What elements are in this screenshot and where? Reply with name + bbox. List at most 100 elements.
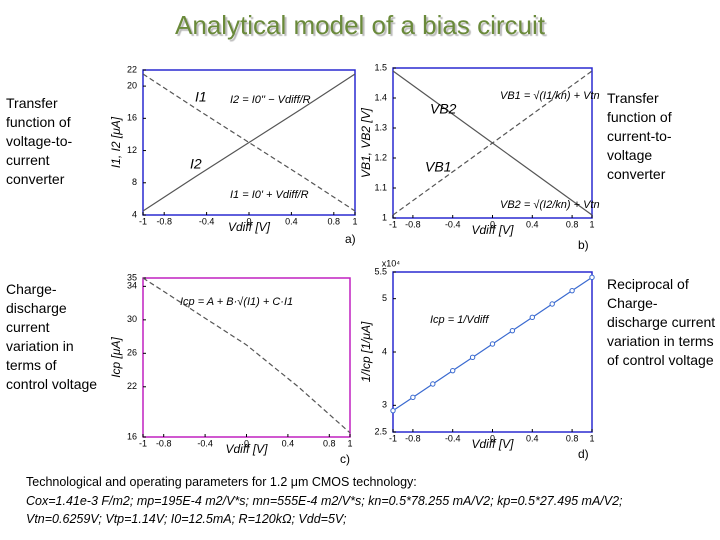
panel-label: a) bbox=[345, 232, 356, 246]
marker bbox=[469, 354, 476, 361]
side-note: Transfer function of current-to-voltage … bbox=[607, 90, 672, 182]
y-tick-label: 12 bbox=[127, 145, 137, 155]
marker bbox=[410, 394, 416, 401]
annotation: I2 = I0'' − Vdiff/R bbox=[230, 94, 311, 106]
side-note: Charge-discharge current variation in te… bbox=[6, 281, 98, 392]
y-axis-label: I1, I2 [μA] bbox=[109, 116, 123, 168]
x-tick-label: -0.4 bbox=[197, 438, 213, 448]
x-tick-label: -0.4 bbox=[445, 433, 461, 443]
y-tick-label: 4 bbox=[132, 209, 137, 219]
x-tick-label: 1 bbox=[347, 438, 352, 448]
marker bbox=[509, 327, 516, 334]
marker bbox=[549, 301, 555, 307]
series-line bbox=[142, 277, 351, 434]
y-tick-label: 16 bbox=[127, 431, 137, 441]
x-tick-label: 0.8 bbox=[566, 433, 579, 443]
panel-label: c) bbox=[340, 452, 350, 466]
marker bbox=[390, 407, 396, 414]
x-tick-label: -0.8 bbox=[156, 438, 172, 448]
x-tick-label: 0.8 bbox=[323, 438, 336, 448]
series-line bbox=[142, 73, 356, 212]
x-axis-label: Vdiff [V] bbox=[225, 442, 268, 456]
y-axis-label: Icp [μA] bbox=[109, 337, 123, 378]
y-tick-label: 16 bbox=[127, 113, 137, 123]
plot-frame bbox=[392, 271, 593, 433]
x-tick-label: 0.4 bbox=[526, 219, 539, 229]
y-tick-label: 20 bbox=[127, 80, 137, 90]
marker bbox=[450, 367, 456, 374]
x-tick-label: 0.4 bbox=[282, 438, 295, 448]
x-tick-label: 0.8 bbox=[566, 219, 579, 229]
side-note: Transfer function of voltage-to-current … bbox=[6, 95, 73, 187]
series-line bbox=[392, 70, 593, 216]
title: Analytical model of a bias circuit bbox=[175, 10, 545, 40]
footer-line: Technological and operating parameters f… bbox=[26, 475, 417, 489]
series-label: I1 bbox=[195, 89, 207, 105]
panel-label: d) bbox=[578, 447, 589, 461]
y-tick-label: 5.5 bbox=[374, 266, 387, 276]
x-tick-label: 1 bbox=[589, 433, 594, 443]
y-tick-label: 1.4 bbox=[374, 92, 387, 102]
y-tick-label: 1.5 bbox=[374, 62, 387, 72]
y-tick-label: 4 bbox=[382, 346, 387, 356]
y-tick-label: 1.2 bbox=[374, 152, 387, 162]
x-tick-label: 0.4 bbox=[285, 216, 298, 226]
x-tick-label: 1 bbox=[589, 219, 594, 229]
series-label: I2 bbox=[190, 156, 202, 172]
annotation: Icp = A + B·√(I1) + C·I1 bbox=[180, 296, 293, 308]
marker bbox=[489, 341, 496, 347]
footer-line: Vtn=0.6259V; Vtp=1.14V; I0=12.5mA; R=120… bbox=[26, 512, 347, 526]
y-multiplier: x10⁴ bbox=[382, 258, 401, 268]
x-tick-label: -1 bbox=[389, 433, 397, 443]
panel-label: b) bbox=[578, 238, 589, 252]
marker bbox=[529, 314, 535, 321]
annotation: Icp = 1/Vdiff bbox=[430, 314, 489, 326]
x-tick-label: 0 bbox=[490, 433, 495, 443]
y-tick-label: 5 bbox=[382, 293, 387, 303]
y-tick-label: 22 bbox=[127, 381, 137, 391]
x-tick-label: 0.8 bbox=[328, 216, 341, 226]
y-axis-label: 1/Icp [1/μA] bbox=[359, 321, 373, 382]
y-tick-label: 1.3 bbox=[374, 122, 387, 132]
y-tick-label: 1.1 bbox=[374, 182, 387, 192]
x-tick-label: -0.8 bbox=[156, 216, 172, 226]
annotation: I1 = I0' + Vdiff/R bbox=[230, 189, 309, 201]
x-axis-label: Vdiff [V] bbox=[471, 437, 514, 451]
x-tick-label: -0.4 bbox=[199, 216, 215, 226]
x-tick-label: -1 bbox=[389, 219, 397, 229]
x-tick-label: 0 bbox=[246, 216, 251, 226]
series-label: VB2 bbox=[430, 101, 457, 117]
marker bbox=[589, 274, 595, 281]
y-tick-label: 8 bbox=[132, 177, 137, 187]
y-tick-label: 2.5 bbox=[374, 426, 387, 436]
y-tick-label: 1 bbox=[382, 212, 387, 222]
x-tick-label: -0.8 bbox=[405, 219, 421, 229]
y-tick-label: 22 bbox=[127, 64, 137, 74]
x-tick-label: 0 bbox=[490, 219, 495, 229]
y-tick-label: 30 bbox=[127, 314, 137, 324]
x-tick-label: 0 bbox=[244, 438, 249, 448]
y-tick-label: 26 bbox=[127, 348, 137, 358]
x-tick-label: 1 bbox=[352, 216, 357, 226]
series-label: VB1 bbox=[425, 159, 451, 175]
series-line bbox=[142, 73, 356, 212]
x-tick-label: -0.8 bbox=[405, 433, 421, 443]
side-note: Reciprocal of Charge-discharge current v… bbox=[607, 276, 716, 368]
x-tick-label: 0.4 bbox=[526, 433, 539, 443]
y-tick-label: 35 bbox=[127, 272, 137, 282]
x-tick-label: -1 bbox=[139, 438, 147, 448]
x-axis-label: Vdiff [V] bbox=[228, 220, 271, 234]
marker bbox=[569, 287, 575, 294]
x-tick-label: -1 bbox=[139, 216, 147, 226]
x-tick-label: -0.4 bbox=[445, 219, 461, 229]
y-axis-label: VB1, VB2 [V] bbox=[359, 107, 373, 178]
footer-line: Cox=1.41e-3 F/m2; mp=195E-4 m2/V*s; mn=5… bbox=[26, 494, 623, 508]
x-axis-label: Vdiff [V] bbox=[471, 223, 514, 237]
annotation: VB2 = √(I2/kn) + Vtn bbox=[500, 199, 600, 211]
y-tick-label: 34 bbox=[127, 281, 137, 291]
annotation: VB1 = √(I1/kn) + Vtn bbox=[500, 90, 600, 102]
marker bbox=[430, 381, 436, 387]
y-tick-label: 3 bbox=[382, 400, 387, 410]
